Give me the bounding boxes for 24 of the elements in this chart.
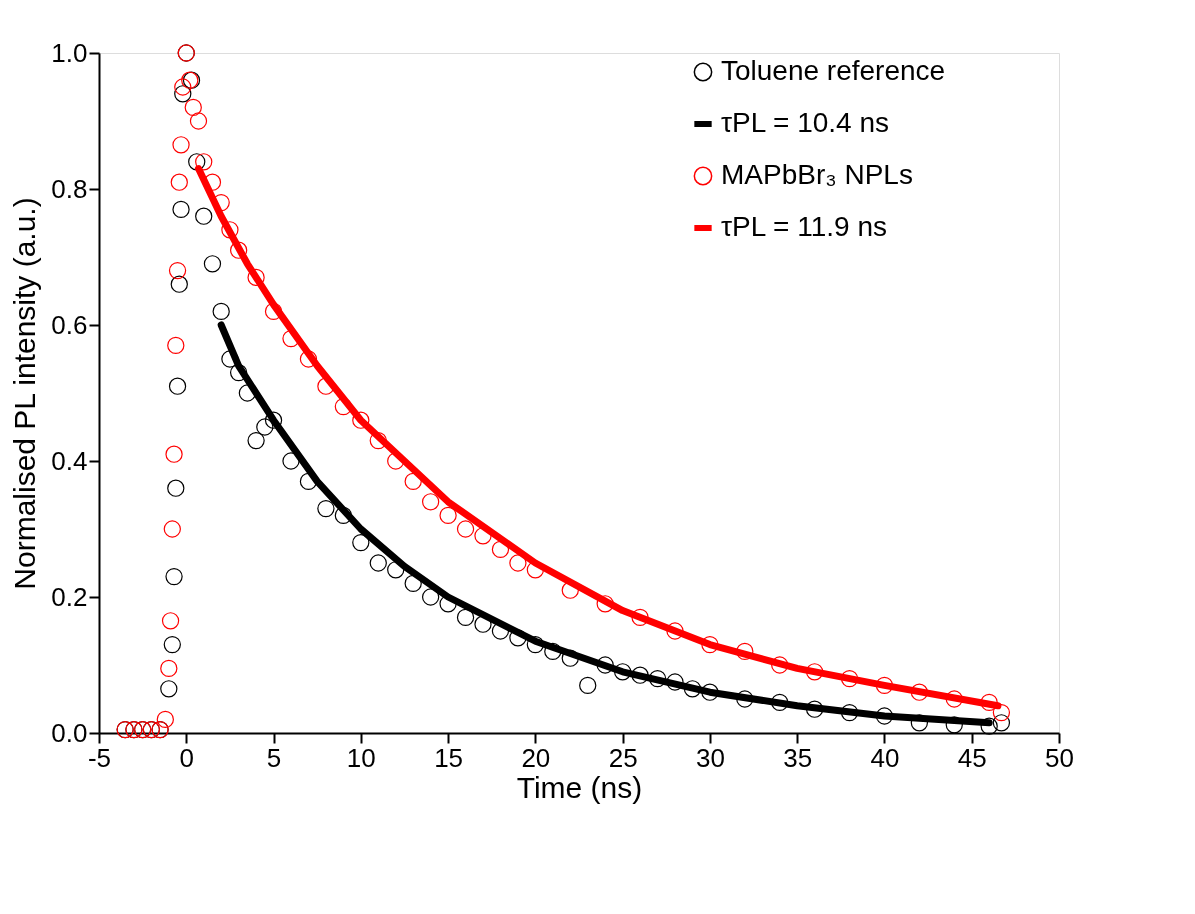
legend-label: τPL = 11.9 ns xyxy=(721,211,887,242)
x-tick-label: 30 xyxy=(695,742,725,773)
x-tick-label: 50 xyxy=(1045,742,1074,773)
y-tick-label: 0.8 xyxy=(51,173,88,204)
legend-label: τPL = 10.4 ns xyxy=(721,107,890,138)
y-tick-label: 1.0 xyxy=(51,37,88,68)
x-tick-label: 45 xyxy=(957,742,987,773)
x-tick-label: -5 xyxy=(87,742,112,773)
x-tick-label: 35 xyxy=(783,742,813,773)
y-tick-label: 0.0 xyxy=(51,717,88,748)
x-tick-label: 5 xyxy=(266,742,282,773)
x-tick-label: 25 xyxy=(608,742,638,773)
y-tick-label: 0.6 xyxy=(51,309,88,340)
y-axis-title: Normalised PL intensity (a.u.) xyxy=(8,197,42,590)
x-tick-label: 0 xyxy=(179,742,195,773)
x-tick-label: 40 xyxy=(870,742,900,773)
x-tick-label: 15 xyxy=(434,742,464,773)
legend-label: MAPbBr₃ NPLs xyxy=(721,159,913,190)
x-axis-title: Time (ns) xyxy=(516,770,643,804)
x-tick-label: 20 xyxy=(521,742,551,773)
x-tick-label: 10 xyxy=(346,742,376,773)
y-tick-label: 0.4 xyxy=(51,445,88,476)
y-tick-label: 0.2 xyxy=(51,581,88,612)
legend-label: Toluene reference xyxy=(721,55,946,86)
